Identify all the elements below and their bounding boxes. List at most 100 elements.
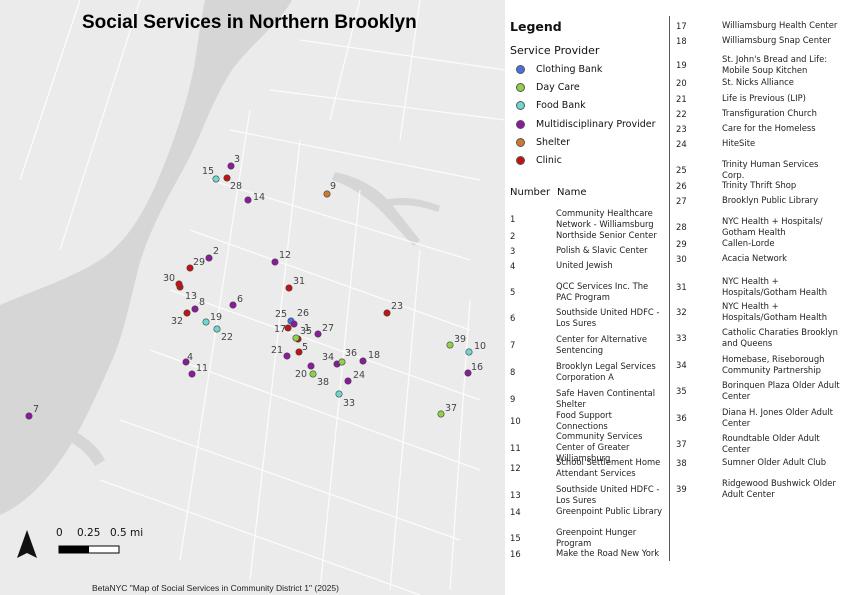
site-row: 9 Safe Haven Continental Shelter xyxy=(510,388,666,410)
map-marker-label: 20 xyxy=(295,369,307,380)
map-marker[interactable] xyxy=(359,357,367,365)
map-marker-label: 7 xyxy=(33,404,39,415)
creek-branch xyxy=(384,198,440,212)
legend-title: Legend xyxy=(510,19,562,34)
map-marker[interactable] xyxy=(229,301,237,309)
map-marker-label: 23 xyxy=(391,301,403,312)
site-name: Brooklyn Public Library xyxy=(722,195,819,205)
legend-item: Clinic xyxy=(516,154,562,166)
map-marker-label: 33 xyxy=(343,398,355,409)
map-marker-label: 22 xyxy=(221,332,233,343)
map-marker-label: 38 xyxy=(317,377,329,388)
map-marker[interactable] xyxy=(186,264,194,272)
basemap[interactable]: 1234567891011121314151617181920212223242… xyxy=(0,0,505,595)
map-marker-label: 15 xyxy=(202,166,214,177)
site-name: United Jewish xyxy=(556,260,613,270)
site-row: 29 Callen-Lorde xyxy=(676,238,840,249)
site-row: 6 Southside United HDFC - Los Sures xyxy=(510,307,666,329)
site-number: 6 xyxy=(510,313,516,323)
site-name: Greenpoint Public Library xyxy=(556,506,663,516)
site-row: 25 Trinity Human Services Corp. xyxy=(676,159,840,181)
site-row: 21 Life is Previous (LIP) xyxy=(676,93,840,104)
legend-swatch-icon xyxy=(516,155,525,165)
site-row: 12 School Settlement Home Attendant Servi… xyxy=(510,457,666,479)
map-marker-label: 29 xyxy=(193,257,205,268)
map-marker[interactable] xyxy=(464,369,472,377)
map-marker-label: 26 xyxy=(297,308,309,319)
site-row: 15 Greenpoint Hunger Program xyxy=(510,527,666,549)
site-name: School Settlement Home Attendant Service… xyxy=(556,457,661,478)
map-marker[interactable] xyxy=(309,370,317,378)
legend-label: Food Bank xyxy=(536,99,586,111)
map-marker[interactable] xyxy=(383,309,391,317)
map-marker-label: 24 xyxy=(353,370,365,381)
map-marker[interactable] xyxy=(25,412,33,420)
map-marker[interactable] xyxy=(223,174,231,182)
map-marker[interactable] xyxy=(191,305,199,313)
site-row: 37 Roundtable Older Adult Center xyxy=(676,433,840,455)
map-marker[interactable] xyxy=(213,325,221,333)
map-marker[interactable] xyxy=(446,341,454,349)
map-marker[interactable] xyxy=(323,190,331,198)
site-name: Catholic Charaties Brooklyn and Queens xyxy=(722,327,838,348)
site-name: Food Support Connections xyxy=(556,410,612,431)
site-name: Diana H. Jones Older Adult Center xyxy=(722,407,833,428)
map-marker[interactable] xyxy=(290,320,298,328)
site-number: 34 xyxy=(676,360,687,370)
map-marker[interactable] xyxy=(212,175,220,183)
map-marker[interactable] xyxy=(182,358,190,366)
column-divider xyxy=(669,16,670,561)
map-marker[interactable] xyxy=(202,318,210,326)
map-marker-label: 37 xyxy=(445,403,457,414)
map-marker-label: 19 xyxy=(210,312,222,323)
map-marker[interactable] xyxy=(284,324,292,332)
map-marker[interactable] xyxy=(175,280,183,288)
map-marker[interactable] xyxy=(205,254,213,262)
site-name: Williamsburg Health Center xyxy=(722,20,838,30)
map-marker[interactable] xyxy=(244,196,252,204)
site-row: 24 HiteSite xyxy=(676,138,840,149)
map-marker[interactable] xyxy=(183,309,191,317)
site-row: 35 Borinquen Plaza Older Adult Center xyxy=(676,380,840,402)
site-number: 11 xyxy=(510,442,521,453)
map-marker[interactable] xyxy=(437,410,445,418)
map-marker-label: 34 xyxy=(322,352,334,363)
map-marker-label: 14 xyxy=(253,192,265,203)
site-number: 4 xyxy=(510,260,516,271)
site-name: Ridgewood Bushwick Older Adult Center xyxy=(722,478,836,499)
site-name: Safe Haven Continental Shelter xyxy=(556,388,656,409)
map-marker[interactable] xyxy=(283,352,291,360)
legend-item: Clothing Bank xyxy=(516,63,602,75)
map-marker[interactable] xyxy=(285,284,293,292)
site-number: 22 xyxy=(676,108,687,119)
service-markers[interactable]: 1234567891011121314151617181920212223242… xyxy=(25,154,486,420)
site-row: 19 St. John's Bread and Life: Mobile Soup… xyxy=(676,54,840,76)
map-marker[interactable] xyxy=(335,390,343,398)
map-marker[interactable] xyxy=(227,162,235,170)
map-marker[interactable] xyxy=(307,362,315,370)
site-number: 12 xyxy=(510,463,521,473)
site-row: 31 NYC Health + Hospitals/Gotham Health xyxy=(676,276,840,298)
site-number: 1 xyxy=(510,214,516,224)
map-marker-label: 39 xyxy=(454,334,466,345)
site-number: 26 xyxy=(676,180,687,191)
map-marker[interactable] xyxy=(271,258,279,266)
map-marker-label: 11 xyxy=(196,363,208,374)
map-marker-label: 27 xyxy=(322,323,334,334)
north-arrow-icon xyxy=(17,530,37,558)
scale-label-half: 0.5 mi xyxy=(110,527,144,539)
map-marker[interactable] xyxy=(295,348,303,356)
legend-swatch-icon xyxy=(516,100,525,110)
map-marker[interactable] xyxy=(188,370,196,378)
water-bodies xyxy=(0,0,440,515)
map-marker-label: 10 xyxy=(474,341,486,352)
map-marker[interactable] xyxy=(292,334,300,342)
map-marker[interactable] xyxy=(344,377,352,385)
legend-label: Multidisciplinary Provider xyxy=(536,118,656,130)
site-number: 17 xyxy=(676,20,687,31)
map-marker-label: 16 xyxy=(471,362,483,373)
map-marker[interactable] xyxy=(314,330,322,338)
site-number: 36 xyxy=(676,413,687,423)
map-marker[interactable] xyxy=(465,348,473,356)
map-marker[interactable] xyxy=(338,358,346,366)
